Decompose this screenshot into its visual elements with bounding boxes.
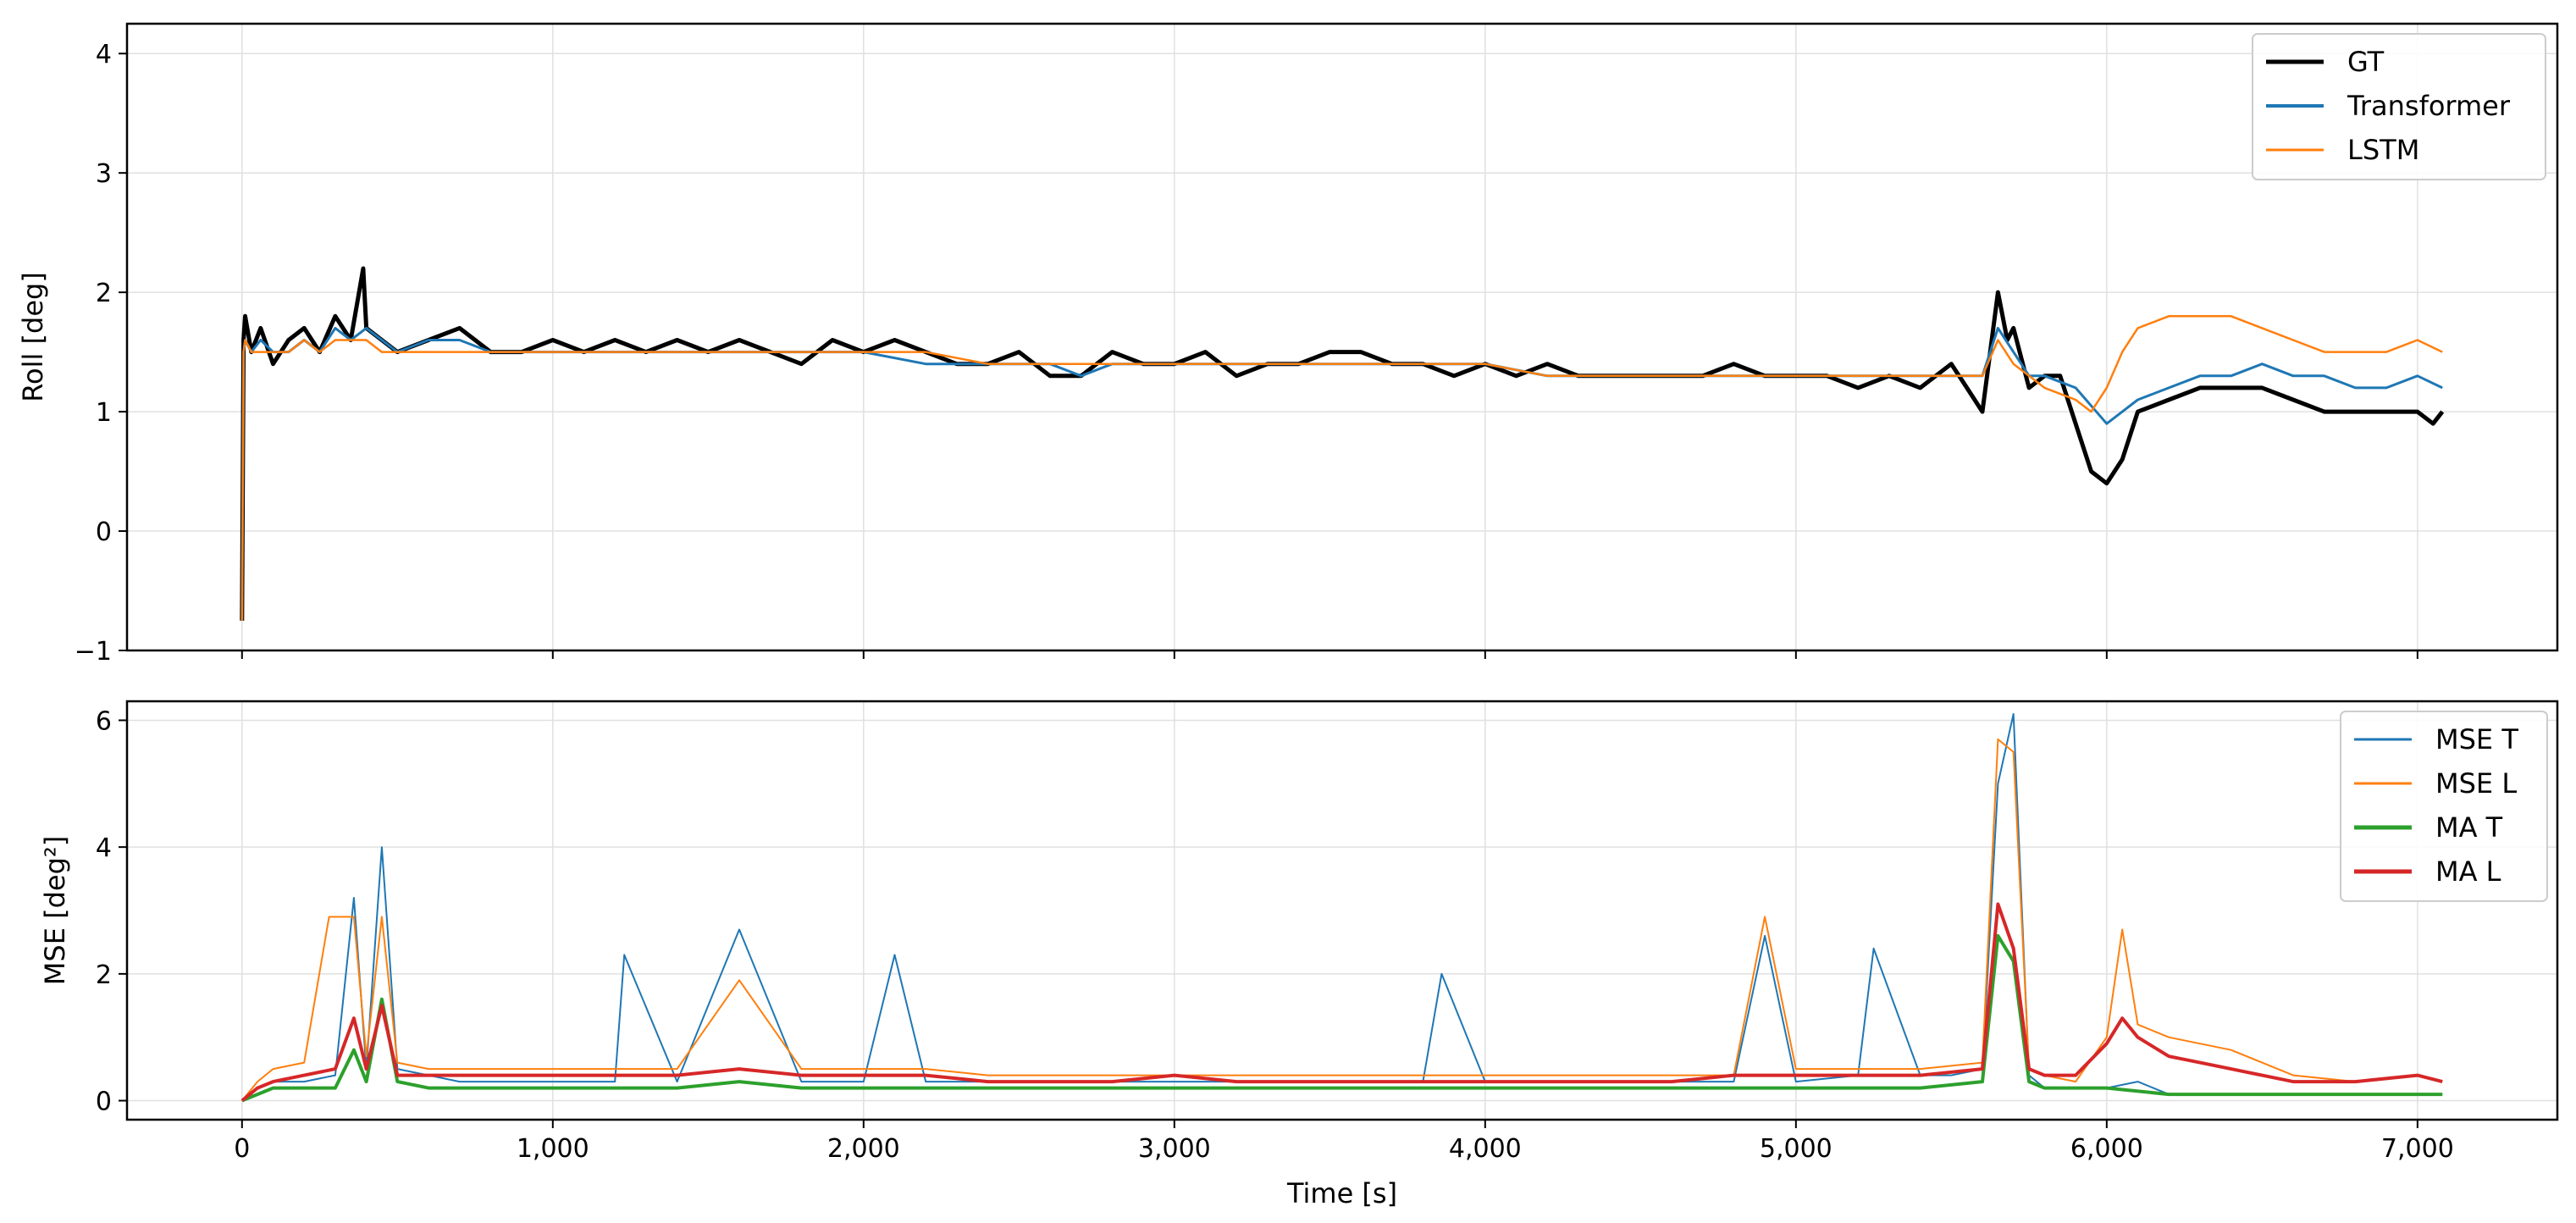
- mse-panel: 0 1,000 2,000 3,000 4,000 5,000 6,000 7,000 0 2 4 6…: [39, 700, 2559, 1209]
- mse-legend-box: [2340, 711, 2548, 902]
- mse-plot-area: [127, 701, 2557, 1120]
- mse-x-tick-label: 6,000: [2070, 1134, 2143, 1164]
- mse-grid: [127, 701, 2557, 1120]
- mse-x-tick-label: 1,000: [517, 1134, 589, 1164]
- legend-transformer-label: Transformer: [2347, 90, 2511, 122]
- roll-plot-area: [127, 24, 2557, 650]
- series-line-ma-l: [240, 902, 2443, 1103]
- mse-plot-frame: [125, 700, 2559, 1121]
- legend-lstm-label: LSTM: [2347, 134, 2419, 166]
- roll-y-tick-label: −1: [75, 637, 112, 667]
- roll-series-group: [240, 266, 2445, 621]
- series-line-lstm: [240, 315, 2443, 621]
- roll-plot-frame: [125, 22, 2559, 652]
- roll-y-tick-label: 0: [96, 517, 112, 547]
- mse-x-tick-label: 3,000: [1138, 1134, 1211, 1164]
- mse-series-group: [240, 713, 2443, 1103]
- mse-y-tick-label: 0: [96, 1087, 112, 1117]
- mse-y-axis-label: MSE [deg²]: [39, 836, 71, 985]
- legend-mse-t-label: MSE T: [2435, 723, 2518, 755]
- mse-x-tick-label: 5,000: [1760, 1134, 1832, 1164]
- series-line-mse-l: [241, 738, 2443, 1102]
- mse-ticks: 0 1,000 2,000 3,000 4,000 5,000 6,000 7,000 0 2 4 6: [96, 706, 2454, 1164]
- roll-legend: GT Transformer LSTM: [2252, 33, 2546, 180]
- mse-x-tick-label: 4,000: [1449, 1134, 1522, 1164]
- legend-ma-t-label: MA T: [2435, 811, 2503, 844]
- mse-legend: MSE T MSE L MA T MA L: [2340, 711, 2548, 902]
- mse-y-tick-label: 2: [96, 960, 112, 990]
- roll-panel: −1 0 1 2 3 4 Roll [deg] GT Transformer LSTM: [17, 22, 2559, 667]
- roll-y-tick-label: 1: [96, 398, 112, 428]
- mse-x-tick-label: 7,000: [2381, 1134, 2454, 1164]
- roll-y-tick-label: 4: [96, 40, 112, 69]
- mse-x-tick-label: 2,000: [827, 1134, 900, 1164]
- mse-x-tick-label: 0: [234, 1134, 250, 1164]
- mse-y-tick-label: 6: [96, 706, 112, 736]
- roll-y-axis-label: Roll [deg]: [17, 272, 49, 402]
- roll-legend-box: [2252, 33, 2546, 180]
- roll-ticks: −1 0 1 2 3 4: [75, 40, 2418, 667]
- legend-mse-l-label: MSE L: [2435, 767, 2517, 800]
- roll-y-tick-label: 3: [96, 159, 112, 189]
- time-x-axis-label: Time [s]: [1286, 1177, 1397, 1209]
- legend-ma-l-label: MA L: [2435, 855, 2501, 888]
- roll-y-tick-label: 2: [96, 279, 112, 308]
- mse-y-tick-label: 4: [96, 833, 112, 863]
- legend-gt-label: GT: [2347, 46, 2385, 78]
